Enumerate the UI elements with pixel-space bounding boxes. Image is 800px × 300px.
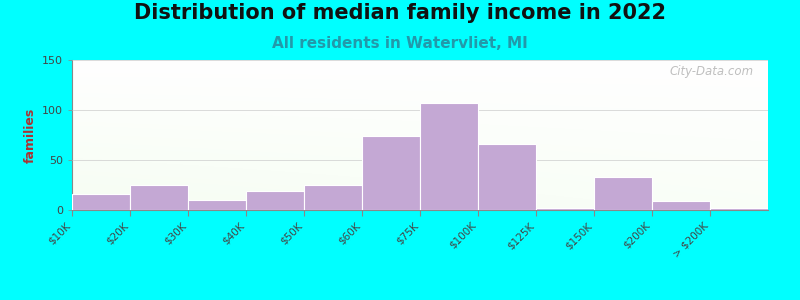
Bar (130, 185, 188, 210)
Text: City-Data.com: City-Data.com (670, 64, 754, 77)
Bar (72, 194, 130, 210)
Bar (478, 144, 536, 210)
Bar (536, 208, 594, 210)
Bar (362, 136, 420, 210)
Bar (420, 103, 478, 210)
Bar (304, 185, 362, 210)
Bar (246, 191, 304, 210)
Bar (188, 200, 246, 210)
Y-axis label: families: families (23, 107, 37, 163)
Bar (710, 208, 768, 210)
Text: Distribution of median family income in 2022: Distribution of median family income in … (134, 3, 666, 23)
Text: All residents in Watervliet, MI: All residents in Watervliet, MI (272, 36, 528, 51)
Bar (652, 201, 710, 210)
Bar (594, 177, 652, 210)
